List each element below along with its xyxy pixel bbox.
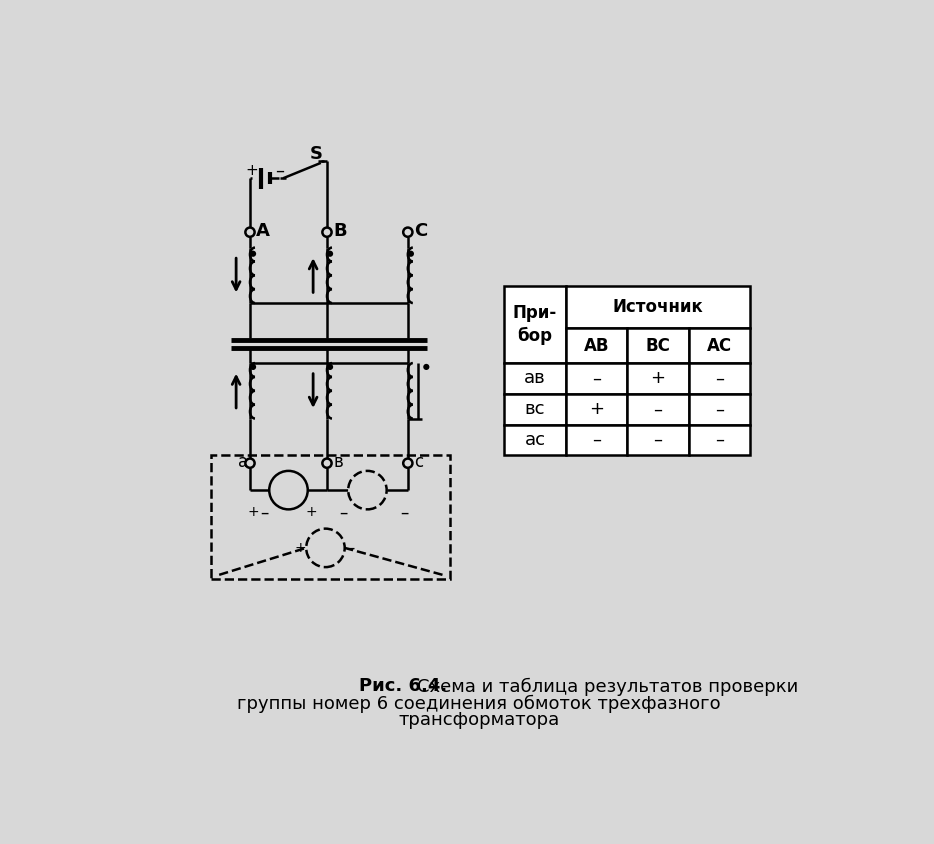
Bar — [504, 286, 566, 363]
Text: –: – — [592, 370, 601, 387]
Circle shape — [322, 458, 332, 468]
Circle shape — [250, 364, 256, 370]
Text: +: + — [651, 370, 666, 387]
Text: a: a — [238, 453, 248, 472]
Text: B: B — [333, 223, 347, 241]
Bar — [689, 328, 751, 363]
Circle shape — [246, 228, 255, 237]
Text: S: S — [310, 145, 322, 163]
Text: +: + — [248, 506, 259, 519]
Bar — [566, 363, 628, 394]
Bar — [689, 363, 751, 394]
Circle shape — [348, 471, 387, 510]
Text: Рис. 6.4.: Рис. 6.4. — [360, 678, 447, 695]
Text: c: c — [414, 453, 423, 472]
Text: АВ: АВ — [584, 337, 609, 354]
Bar — [504, 425, 566, 456]
Bar — [566, 286, 751, 328]
Bar — [211, 456, 450, 579]
Text: –: – — [715, 431, 724, 449]
Circle shape — [403, 228, 413, 237]
Text: –: – — [654, 431, 662, 449]
Circle shape — [322, 228, 332, 237]
Text: +: + — [589, 400, 604, 419]
Circle shape — [246, 458, 255, 468]
Text: –: – — [275, 161, 284, 180]
Bar — [628, 328, 689, 363]
Text: C: C — [414, 223, 427, 241]
Text: АС: АС — [707, 337, 732, 354]
Text: –: – — [347, 538, 355, 557]
Bar — [689, 394, 751, 425]
Text: ас: ас — [524, 431, 545, 449]
Circle shape — [306, 528, 345, 567]
Text: Схема и таблица результатов проверки: Схема и таблица результатов проверки — [417, 678, 799, 695]
Bar — [628, 425, 689, 456]
Text: При-
бор: При- бор — [513, 304, 557, 345]
Text: группы номер 6 соединения обмоток трехфазного: группы номер 6 соединения обмоток трехфа… — [237, 695, 720, 712]
Circle shape — [423, 364, 430, 370]
Bar — [628, 394, 689, 425]
Circle shape — [403, 458, 413, 468]
Text: Источник: Источник — [613, 298, 703, 316]
Bar — [566, 425, 628, 456]
Text: +: + — [305, 506, 318, 519]
Text: в: в — [333, 453, 343, 472]
Text: –: – — [715, 400, 724, 419]
Circle shape — [269, 471, 307, 510]
Text: +: + — [245, 163, 258, 178]
Text: –: – — [592, 431, 601, 449]
Text: +: + — [294, 541, 305, 555]
Circle shape — [408, 251, 414, 257]
Text: ВС: ВС — [645, 337, 671, 354]
Text: трансформатора: трансформатора — [398, 711, 559, 729]
Bar — [504, 394, 566, 425]
Bar — [504, 363, 566, 394]
Text: –: – — [261, 504, 269, 522]
Circle shape — [327, 364, 333, 370]
Bar — [628, 363, 689, 394]
Bar — [566, 394, 628, 425]
Text: –: – — [715, 370, 724, 387]
Text: –: – — [339, 504, 347, 522]
Text: вс: вс — [525, 400, 545, 419]
Bar — [689, 425, 751, 456]
Text: A: A — [256, 223, 270, 241]
Bar — [566, 328, 628, 363]
Text: –: – — [401, 504, 409, 522]
Text: ав: ав — [524, 370, 545, 387]
Circle shape — [250, 251, 256, 257]
Text: –: – — [654, 400, 662, 419]
Circle shape — [327, 251, 333, 257]
